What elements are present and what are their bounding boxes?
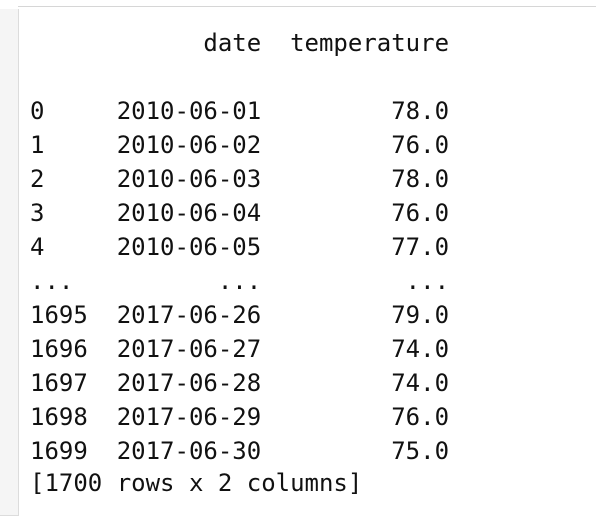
temperature-cell: ... (261, 267, 450, 295)
temperature-cell: 78.0 (261, 97, 450, 125)
table-row: 1697 2017-06-28 74.0 (30, 366, 590, 400)
date-cell: ... (87, 267, 262, 295)
table-row: 3 2010-06-04 76.0 (30, 196, 590, 230)
date-cell: 2017-06-29 (87, 403, 262, 431)
temperature-cell: 79.0 (261, 301, 450, 329)
temperature-cell: 74.0 (261, 335, 450, 363)
table-row: 2 2010-06-03 78.0 (30, 162, 590, 196)
temperature-cell: 76.0 (261, 131, 450, 159)
temperature-cell: 76.0 (261, 403, 450, 431)
dataframe-output: date temperature 0 2010-06-01 78.0 1 2010… (30, 26, 590, 516)
row-index: 1698 (30, 403, 88, 431)
date-cell: 2017-06-30 (87, 437, 262, 465)
row-index: 1696 (30, 335, 88, 363)
temperature-cell: 77.0 (261, 233, 450, 261)
row-index: 2 (30, 165, 88, 193)
row-index: 1699 (30, 437, 88, 465)
row-index: 1695 (30, 301, 88, 329)
date-cell: 2010-06-02 (87, 131, 262, 159)
row-index: 1 (30, 131, 88, 159)
column-header-temperature: temperature (261, 29, 450, 57)
ellipsis-row: ... ... ... (30, 264, 590, 298)
row-index: 3 (30, 199, 88, 227)
table-row: 0 2010-06-01 78.0 (30, 94, 590, 128)
date-cell: 2017-06-26 (87, 301, 262, 329)
previous-cell-edge (18, 0, 596, 7)
date-cell: 2010-06-04 (87, 199, 262, 227)
row-index: 4 (30, 233, 88, 261)
date-cell: 2010-06-01 (87, 97, 262, 125)
table-row: 1 2010-06-02 76.0 (30, 128, 590, 162)
date-cell: 2017-06-27 (87, 335, 262, 363)
table-row: 1696 2017-06-27 74.0 (30, 332, 590, 366)
temperature-cell: 74.0 (261, 369, 450, 397)
table-rows: 0 2010-06-01 78.0 1 2010-06-02 76.0 2 2010… (30, 94, 590, 468)
row-index: 0 (30, 97, 88, 125)
table-row: 4 2010-06-05 77.0 (30, 230, 590, 264)
temperature-cell: 76.0 (261, 199, 450, 227)
row-index: ... (30, 267, 88, 295)
temperature-cell: 78.0 (261, 165, 450, 193)
column-header-date: date (30, 29, 262, 57)
header-row: date temperature (30, 26, 590, 60)
table-row: 1698 2017-06-29 76.0 (30, 400, 590, 434)
row-index: 1697 (30, 369, 88, 397)
table-row: 1695 2017-06-26 79.0 (30, 298, 590, 332)
temperature-cell: 75.0 (261, 437, 450, 465)
output-prompt-gutter (0, 9, 19, 516)
row-count-summary: [1700 rows x 2 columns] (30, 469, 363, 497)
date-cell: 2017-06-28 (87, 369, 262, 397)
date-cell: 2010-06-05 (87, 233, 262, 261)
table-row: 1699 2017-06-30 75.0 (30, 434, 590, 468)
date-cell: 2010-06-03 (87, 165, 262, 193)
dataframe-text: date temperature 0 2010-06-01 78.0 1 2010… (30, 26, 590, 468)
